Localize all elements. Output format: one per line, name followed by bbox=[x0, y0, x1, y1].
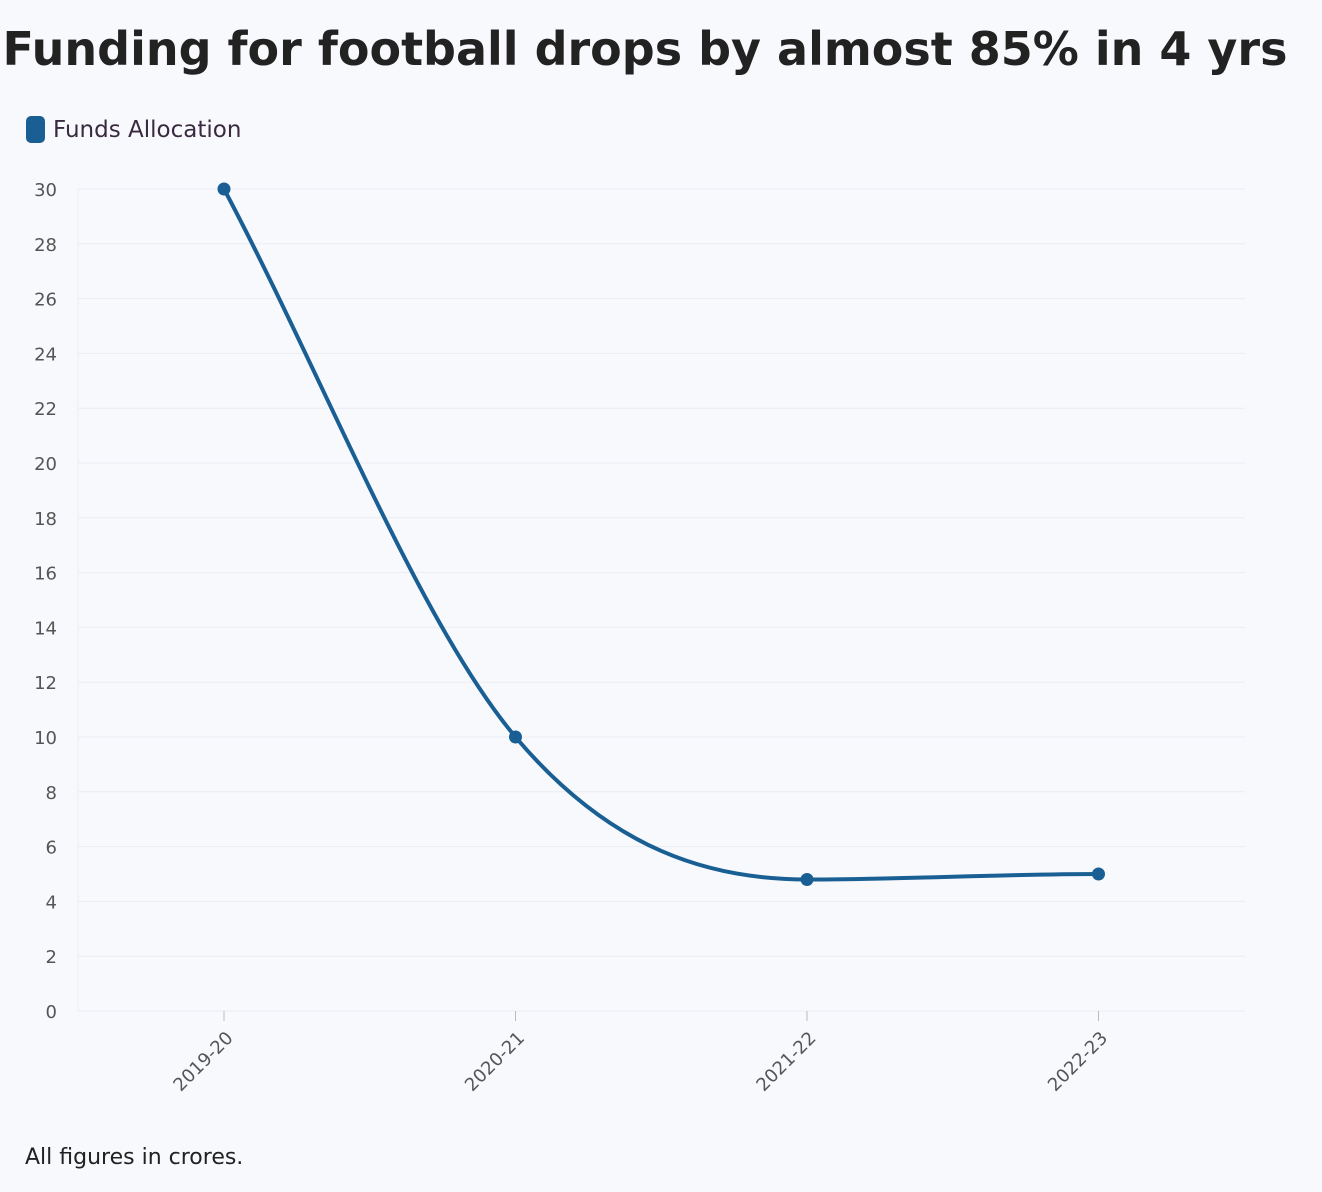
y-tick-label: 0 bbox=[46, 1002, 57, 1023]
data-point[interactable] bbox=[509, 730, 522, 744]
y-tick-label: 10 bbox=[34, 728, 57, 749]
y-tick-label: 18 bbox=[34, 509, 57, 530]
series bbox=[217, 182, 1105, 886]
y-tick-label: 20 bbox=[34, 454, 57, 475]
y-tick-label: 12 bbox=[34, 673, 57, 694]
footnote: All figures in crores. bbox=[25, 1145, 244, 1170]
data-point[interactable] bbox=[800, 872, 814, 886]
x-tick-label: 2021-22 bbox=[752, 1028, 820, 1096]
y-tick-label: 30 bbox=[34, 180, 57, 201]
x-tick-label: 2022-23 bbox=[1044, 1028, 1112, 1096]
y-tick-label: 22 bbox=[34, 399, 57, 420]
axes bbox=[77, 189, 1245, 1012]
x-tick-label: 2019-20 bbox=[169, 1028, 237, 1096]
y-tick-label: 14 bbox=[34, 618, 57, 639]
data-point[interactable] bbox=[217, 182, 231, 196]
x-tick-labels: 2019-20 2020-21 2021-22 2022-23 bbox=[169, 1011, 1112, 1096]
legend[interactable]: Funds Allocation bbox=[26, 116, 241, 143]
y-tick-label: 4 bbox=[46, 892, 57, 913]
y-tick-label: 16 bbox=[34, 564, 57, 585]
y-tick-label: 6 bbox=[46, 838, 57, 859]
data-point[interactable] bbox=[1092, 867, 1105, 881]
grid-lines bbox=[78, 188, 1245, 1012]
chart-title: Funding for football drops by almost 85%… bbox=[2, 22, 1288, 76]
y-tick-label: 8 bbox=[46, 783, 57, 804]
series-line-funds-allocation bbox=[222, 187, 1101, 882]
legend-label: Funds Allocation bbox=[53, 116, 242, 143]
legend-swatch bbox=[26, 116, 45, 143]
x-tick-label: 2020-21 bbox=[461, 1028, 529, 1096]
y-tick-label: 28 bbox=[34, 235, 57, 256]
y-tick-label: 2 bbox=[46, 947, 57, 968]
y-tick-label: 26 bbox=[34, 290, 57, 311]
y-tick-label: 24 bbox=[34, 344, 57, 365]
